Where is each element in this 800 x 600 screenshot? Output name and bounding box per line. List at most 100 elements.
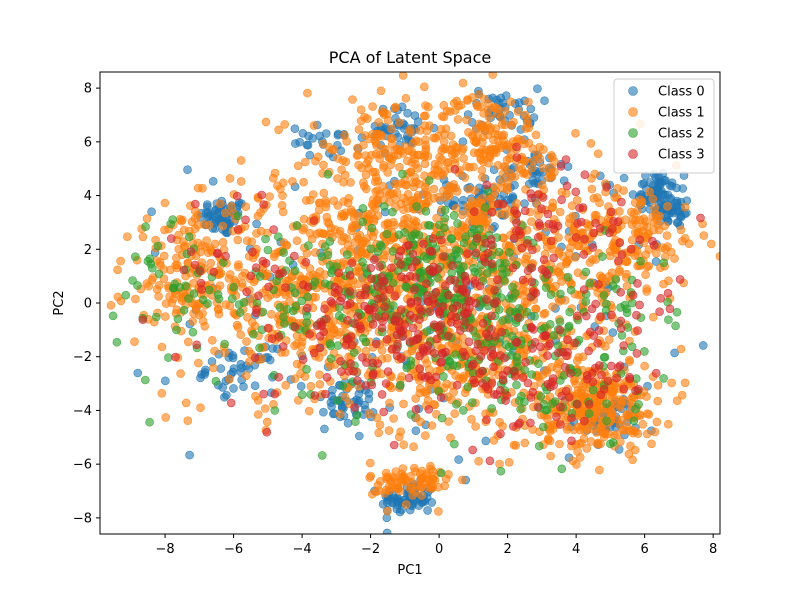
data-point [402,282,411,292]
data-point [440,205,450,215]
data-point [586,437,596,446]
data-point [590,169,600,179]
y-tick-label: −2 [73,350,92,365]
data-point [320,424,329,434]
data-point [389,474,399,484]
data-point [582,374,592,384]
data-point [628,290,638,300]
data-point [531,304,540,314]
data-point [421,279,431,289]
data-point [665,304,675,314]
data-point [602,182,611,192]
data-point [471,346,481,356]
data-point [259,200,269,209]
data-point [417,491,426,500]
data-point [573,219,582,228]
data-point [253,395,263,405]
data-point [218,237,228,247]
data-point [598,252,607,261]
data-point [290,266,300,276]
data-point [365,458,375,468]
data-point [251,308,261,318]
data-point [510,372,520,381]
data-point [593,405,603,415]
data-point [494,247,504,257]
data-point [392,345,401,354]
data-point [537,180,547,190]
data-point [415,384,425,393]
data-point [260,404,270,413]
data-point [444,191,454,200]
data-point [482,415,491,425]
data-point [308,190,318,199]
data-point [444,470,453,479]
data-point [161,299,171,308]
data-point [635,300,644,310]
data-point [347,340,357,350]
data-point [655,307,664,317]
data-point [534,441,544,451]
data-point [594,279,603,289]
data-point [250,353,260,363]
data-point [573,389,583,399]
data-point [281,380,291,390]
data-point [367,274,376,284]
data-point [492,390,502,399]
data-point [463,96,472,105]
data-point [295,137,305,147]
x-tick-label: 4 [572,542,580,557]
data-point [642,262,652,272]
data-point [439,252,448,261]
data-point [678,236,687,246]
data-point [447,268,457,278]
data-point [438,244,448,254]
data-point [475,224,484,234]
data-point [659,374,668,383]
data-point [348,95,357,104]
data-point [354,389,364,399]
data-point [546,236,556,246]
data-point [424,404,434,414]
data-point [176,369,185,378]
data-point [410,220,420,229]
data-point [172,325,181,335]
data-point [659,258,669,268]
data-point [201,365,210,375]
data-point [439,372,448,381]
data-point [153,241,163,251]
data-point [315,228,324,237]
data-point [512,209,522,219]
data-point [253,410,263,419]
data-point [133,368,143,378]
data-point [172,253,181,263]
data-point [458,406,468,415]
data-point [584,399,594,409]
data-point [183,416,193,426]
data-point [423,291,432,300]
data-point [566,285,576,295]
data-point [171,352,180,362]
data-point [543,351,552,360]
data-point [410,467,420,476]
data-point [342,137,352,146]
data-point [405,484,415,494]
data-point [406,356,416,366]
data-point [660,221,670,231]
data-point [632,310,641,320]
data-point [467,414,476,424]
data-point [490,285,499,295]
data-point [280,120,290,129]
data-point [596,390,606,400]
data-point [387,124,396,133]
data-point [336,367,346,376]
data-point [619,341,629,350]
data-point [409,442,418,452]
data-point [184,337,193,347]
data-point [208,177,218,186]
data-point [650,427,660,437]
data-point [581,297,591,306]
data-point [464,184,474,194]
data-point [349,348,359,357]
data-point [638,226,647,236]
